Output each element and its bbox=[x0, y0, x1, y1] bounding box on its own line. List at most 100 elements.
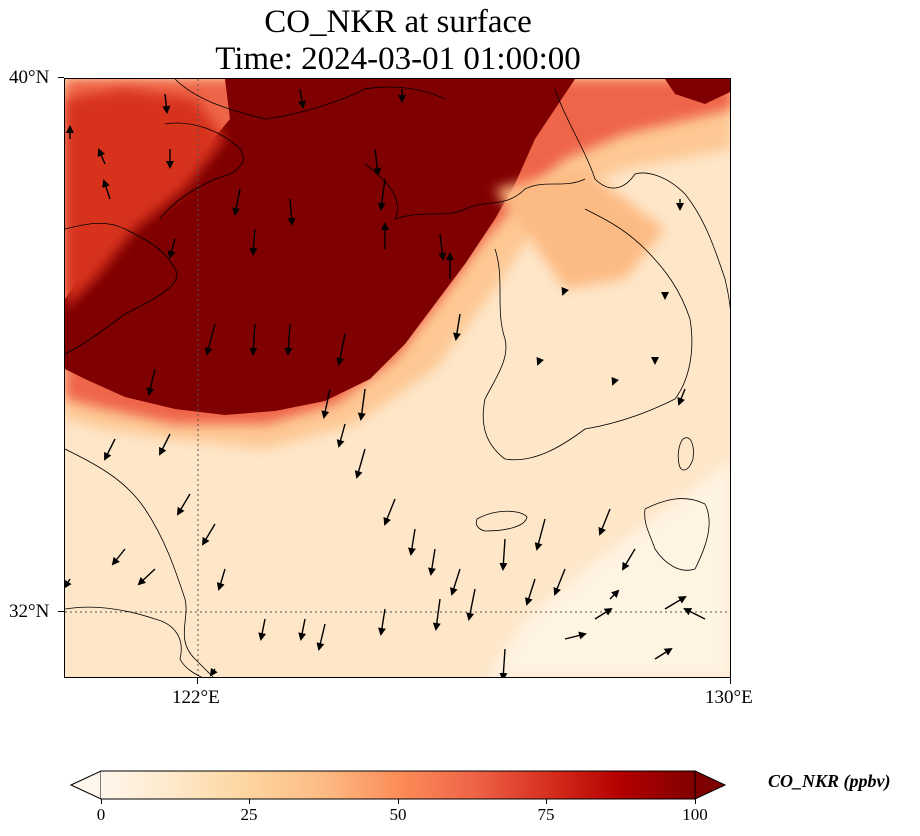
wind-arrow bbox=[594, 607, 613, 620]
colorbar-tick-25 bbox=[249, 799, 250, 804]
colorbar-tick-label-0: 0 bbox=[96, 805, 106, 824]
wind-arrow bbox=[232, 188, 241, 216]
wind-arrow bbox=[373, 148, 382, 176]
wind-arrow bbox=[354, 448, 366, 479]
wind-arrow bbox=[65, 578, 72, 589]
wind-arrow bbox=[377, 608, 386, 636]
field-low-southeast bbox=[486, 460, 730, 677]
wind-arrow bbox=[336, 333, 346, 366]
coastline-korea-west bbox=[554, 88, 730, 310]
field-plume-west-edge bbox=[65, 89, 225, 309]
tickmark-lat-40 bbox=[58, 77, 64, 78]
wind-arrow bbox=[654, 647, 673, 660]
wind-arrow bbox=[432, 598, 441, 631]
colorbar-tick-100 bbox=[695, 799, 696, 804]
coastline-jeju bbox=[475, 510, 528, 532]
wind-arrow bbox=[97, 148, 106, 165]
wind-arrow bbox=[611, 376, 619, 386]
wind-arrow bbox=[111, 548, 126, 566]
wind-arrow bbox=[534, 518, 546, 551]
colorbar-tick-0 bbox=[101, 799, 102, 804]
chart-title-line1: CO_NKR at surface bbox=[264, 4, 532, 40]
wind-arrow bbox=[621, 548, 636, 571]
wind-arrow bbox=[162, 93, 171, 114]
coastline-liaodong bbox=[174, 79, 446, 120]
field-northeast-peak bbox=[665, 79, 730, 104]
wind-arrow bbox=[438, 233, 447, 261]
wind-arrow bbox=[146, 368, 156, 396]
wind-arrow bbox=[598, 508, 611, 536]
map-panel bbox=[64, 78, 731, 678]
wind-arrow bbox=[553, 568, 566, 596]
colorbar-extend-max bbox=[694, 770, 726, 800]
concentration-field bbox=[65, 79, 730, 677]
wind-arrow bbox=[137, 568, 156, 586]
lat-tick-label-32: 32°N bbox=[9, 601, 50, 622]
wind-arrow bbox=[167, 238, 176, 259]
lon-tick-label-122: 122°E bbox=[172, 687, 220, 708]
gridlines bbox=[65, 79, 730, 677]
tickmark-lat-32 bbox=[58, 611, 64, 612]
wind-arrow bbox=[298, 88, 306, 109]
map-canvas bbox=[65, 79, 730, 677]
wind-arrow bbox=[536, 356, 544, 366]
wind-arrow bbox=[104, 438, 116, 461]
wind-arrow bbox=[499, 538, 508, 571]
wind-arrow bbox=[427, 548, 436, 576]
wind-arrow bbox=[216, 568, 226, 591]
coastline-japan-kyushu bbox=[644, 498, 710, 571]
wind-arrow bbox=[499, 648, 508, 677]
wind-arrow bbox=[452, 313, 461, 341]
lat-tick-label-40: 40°N bbox=[9, 67, 50, 88]
coastline-china-east bbox=[65, 222, 178, 355]
coastline-shandong bbox=[159, 122, 244, 220]
wind-arrow bbox=[209, 667, 218, 677]
chart-title-line2: Time: 2024-03-01 01:00:00 bbox=[215, 41, 581, 77]
coastline-korea-mainland bbox=[482, 208, 693, 461]
wind-arrow bbox=[357, 388, 366, 421]
wind-arrow bbox=[677, 388, 686, 406]
colorbar-tick-75 bbox=[546, 799, 547, 804]
wind-arrow bbox=[383, 498, 396, 526]
wind-arrow bbox=[525, 578, 536, 606]
wind-arrow bbox=[316, 623, 326, 651]
wind-arrow bbox=[450, 568, 461, 596]
wind-arrow bbox=[258, 618, 267, 641]
colorbar-gradient bbox=[101, 771, 695, 799]
colorbar-title: CO_NKR (ppbv) bbox=[768, 771, 891, 791]
coastlines bbox=[65, 79, 730, 677]
wind-arrow bbox=[204, 323, 216, 356]
colorbar-extend-min bbox=[70, 770, 102, 800]
wind-arrow bbox=[466, 588, 476, 621]
wind-arrow bbox=[407, 528, 416, 556]
coastline-bohai-north bbox=[364, 163, 586, 220]
wind-arrow bbox=[664, 595, 687, 610]
coastline-china-south bbox=[65, 448, 214, 677]
wind-arrow bbox=[287, 198, 296, 226]
wind-arrow bbox=[201, 523, 216, 546]
wind-arrow bbox=[102, 179, 111, 200]
colorbar-tick-label-50: 50 bbox=[389, 805, 407, 824]
wind-arrow bbox=[609, 589, 620, 600]
colorbar bbox=[70, 770, 726, 800]
wind-arrow bbox=[377, 178, 386, 211]
wind-arrow bbox=[176, 493, 191, 516]
wind-arrow bbox=[564, 631, 587, 640]
colorbar-tick-label-25: 25 bbox=[240, 805, 258, 824]
coastline-tsushima bbox=[677, 437, 694, 471]
wind-arrow bbox=[561, 286, 569, 296]
colorbar-tick-label-75: 75 bbox=[537, 805, 555, 824]
tickmark-lon-130 bbox=[730, 678, 731, 684]
wind-arrow bbox=[159, 433, 171, 456]
wind-vectors bbox=[65, 88, 706, 677]
wind-arrow bbox=[284, 323, 293, 356]
wind-arrow bbox=[298, 618, 307, 641]
wind-arrow bbox=[336, 423, 346, 448]
wind-arrow bbox=[249, 228, 258, 256]
wind-arrow bbox=[683, 608, 706, 620]
lon-tick-label-130: 130°E bbox=[705, 687, 753, 708]
field-east-mid bbox=[495, 169, 665, 289]
wind-arrow bbox=[249, 323, 258, 356]
tickmark-lon-122 bbox=[197, 678, 198, 684]
coastline-yangtze bbox=[65, 606, 202, 677]
